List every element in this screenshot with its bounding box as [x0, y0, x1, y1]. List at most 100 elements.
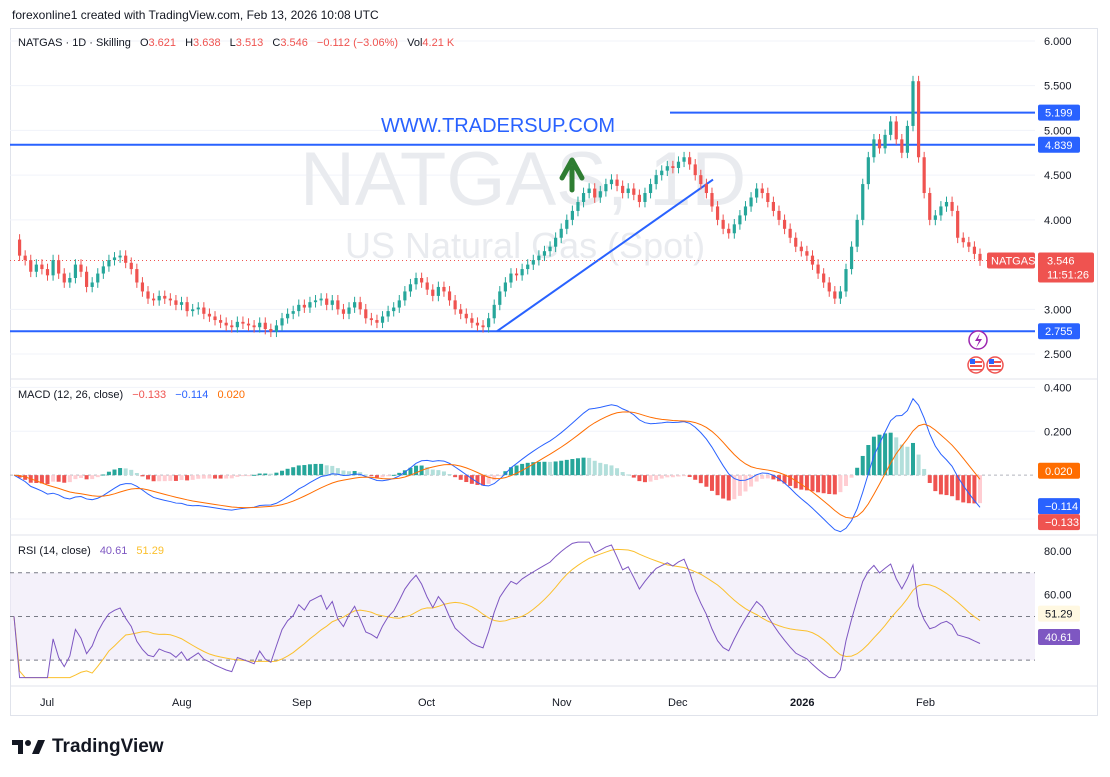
candle — [235, 321, 239, 328]
candle — [219, 320, 223, 323]
countdown-tag: 11:51:26 — [1047, 269, 1089, 281]
candle — [414, 278, 418, 285]
macd-histogram-bar — [313, 463, 318, 476]
macd-histogram-bar — [151, 475, 156, 482]
candle — [135, 269, 139, 283]
rsi-ma-line — [13, 548, 981, 679]
price-tick-label: 5.000 — [1044, 125, 1072, 137]
macd-histogram-bar — [464, 475, 469, 483]
candle — [274, 325, 279, 332]
macd-histogram-bar — [196, 475, 201, 479]
candle — [849, 246, 854, 270]
candle — [643, 193, 647, 202]
macd-histogram-bar — [17, 475, 22, 478]
candle — [961, 237, 965, 243]
macd-histogram-bar — [620, 472, 625, 476]
candle — [84, 271, 89, 287]
candle — [782, 219, 787, 229]
macd-histogram-bar — [961, 475, 966, 503]
candle — [838, 291, 843, 299]
candle — [671, 166, 675, 168]
candle — [503, 282, 507, 292]
macd-histogram-bar — [564, 459, 569, 476]
macd-histogram-bar — [899, 444, 904, 476]
candle — [654, 175, 658, 185]
time-axis[interactable]: Jul Aug Sep Oct Nov Dec 2026 Feb — [40, 697, 935, 709]
macd-histogram-bar — [559, 460, 564, 476]
macd-histogram-bar — [140, 475, 145, 477]
candle — [956, 210, 960, 238]
macd-histogram-bar — [486, 475, 491, 484]
macd-histogram-bar — [765, 475, 770, 479]
us-flag-icon[interactable] — [986, 356, 1004, 374]
candle — [816, 264, 820, 274]
candle — [704, 184, 708, 194]
macd-histogram-bar — [598, 462, 603, 476]
macd-histogram-bar — [268, 473, 273, 476]
flash-icon[interactable] — [968, 330, 988, 350]
candle — [721, 219, 725, 229]
candle — [207, 313, 212, 317]
macd-histogram-bar — [56, 475, 61, 482]
candle — [732, 224, 736, 234]
chart-frame — [10, 28, 1098, 716]
macd-histogram-bar — [916, 454, 921, 476]
candle — [810, 255, 815, 265]
candle — [403, 291, 407, 301]
price-axis[interactable]: 6.000 5.500 5.000 4.500 4.000 3.000 2.500 — [1044, 36, 1072, 361]
candle — [509, 273, 513, 283]
candle — [699, 175, 703, 185]
macd-histogram-bar — [475, 475, 480, 485]
candle — [347, 307, 351, 314]
macd-histogram-bar — [79, 475, 84, 478]
rsi-tick-label: 80.00 — [1044, 546, 1072, 558]
candle — [799, 246, 803, 252]
candles — [17, 75, 982, 338]
macd-histogram-bar — [240, 475, 245, 477]
candle — [68, 278, 72, 283]
macd-histogram-bar — [207, 475, 212, 479]
candle — [531, 260, 535, 265]
macd-histogram-bar — [330, 465, 335, 476]
macd-tick-label: 0.200 — [1044, 426, 1072, 438]
last-price-tag: 3.546 — [1047, 255, 1075, 267]
horizontal-levels[interactable] — [10, 111, 1035, 333]
macd-histogram-bar — [631, 475, 636, 478]
candle — [40, 264, 44, 270]
candle — [771, 201, 775, 211]
candle — [280, 318, 284, 326]
candle — [369, 318, 373, 321]
macd-histogram-bar — [855, 467, 860, 476]
macd-histogram-bar — [280, 470, 285, 476]
site-annotation: WWW.TRADERSUP.COM — [381, 115, 615, 137]
candle — [397, 300, 401, 308]
macd-histogram-bar — [782, 475, 787, 484]
macd-histogram-bar — [118, 468, 123, 476]
candle — [967, 242, 971, 247]
candle — [593, 188, 597, 198]
candle — [877, 139, 882, 149]
candle — [682, 157, 686, 162]
level-tag: 5.199 — [1045, 108, 1073, 120]
tradingview-brand[interactable]: TradingView — [12, 736, 164, 758]
candle — [470, 318, 474, 323]
candle — [972, 246, 977, 254]
macd-histogram-bar — [531, 462, 536, 476]
macd-histogram-bar — [810, 475, 815, 492]
candle — [51, 260, 55, 276]
candle — [425, 282, 429, 290]
candle — [431, 289, 435, 296]
macd-histogram-bar — [838, 475, 843, 493]
macd-histogram-bar — [832, 475, 837, 495]
candle — [844, 269, 848, 292]
candle — [308, 302, 312, 308]
candle — [660, 170, 664, 176]
candle — [637, 194, 641, 202]
level-tag: 4.839 — [1045, 140, 1073, 152]
macd-histogram-bar — [877, 434, 882, 476]
macd-histogram-bar — [374, 475, 379, 478]
us-flag-icon[interactable] — [967, 356, 985, 374]
macd-histogram-bar — [252, 474, 257, 476]
macd-histogram-bar — [804, 475, 809, 491]
